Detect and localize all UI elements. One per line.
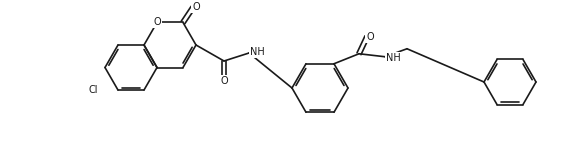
Text: O: O xyxy=(192,2,200,12)
Text: O: O xyxy=(153,18,161,27)
Text: O: O xyxy=(366,32,374,42)
Text: O: O xyxy=(220,76,228,86)
Text: Cl: Cl xyxy=(89,85,98,95)
Text: NH: NH xyxy=(250,47,265,57)
Text: NH: NH xyxy=(386,53,401,63)
